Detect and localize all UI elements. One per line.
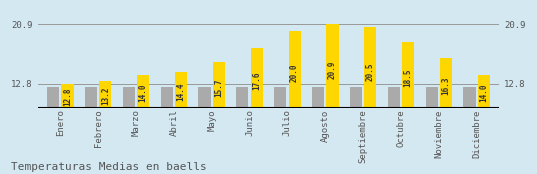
Bar <box>161 87 173 108</box>
Bar <box>274 87 286 108</box>
Bar <box>123 87 135 108</box>
Bar <box>350 87 362 108</box>
Bar <box>213 62 225 108</box>
Text: 17.6: 17.6 <box>252 72 262 90</box>
Bar <box>478 75 490 108</box>
Bar <box>288 31 301 108</box>
Text: 13.2: 13.2 <box>101 86 110 105</box>
Bar <box>426 87 438 108</box>
Text: 20.5: 20.5 <box>366 62 375 81</box>
Text: 14.0: 14.0 <box>139 84 148 102</box>
Bar <box>175 72 187 108</box>
Text: 16.3: 16.3 <box>441 76 451 95</box>
Text: 12.8: 12.8 <box>63 88 72 106</box>
Bar <box>61 84 74 108</box>
Bar <box>312 87 324 108</box>
Text: 18.5: 18.5 <box>404 69 412 87</box>
Text: Temperaturas Medias en baells: Temperaturas Medias en baells <box>11 162 207 172</box>
Bar <box>251 48 263 108</box>
Bar <box>440 58 452 108</box>
Text: 15.7: 15.7 <box>214 78 223 97</box>
Bar <box>199 87 211 108</box>
Text: 14.4: 14.4 <box>177 82 186 101</box>
Bar <box>137 75 149 108</box>
Bar <box>85 87 97 108</box>
Bar <box>99 81 111 108</box>
Bar <box>364 27 376 108</box>
Bar <box>463 87 476 108</box>
Bar <box>47 87 59 108</box>
Bar <box>236 87 249 108</box>
Text: 14.0: 14.0 <box>480 84 488 102</box>
Bar <box>326 24 338 108</box>
Text: 20.9: 20.9 <box>328 61 337 80</box>
Text: 20.0: 20.0 <box>290 64 299 82</box>
Bar <box>402 42 414 108</box>
Bar <box>388 87 400 108</box>
